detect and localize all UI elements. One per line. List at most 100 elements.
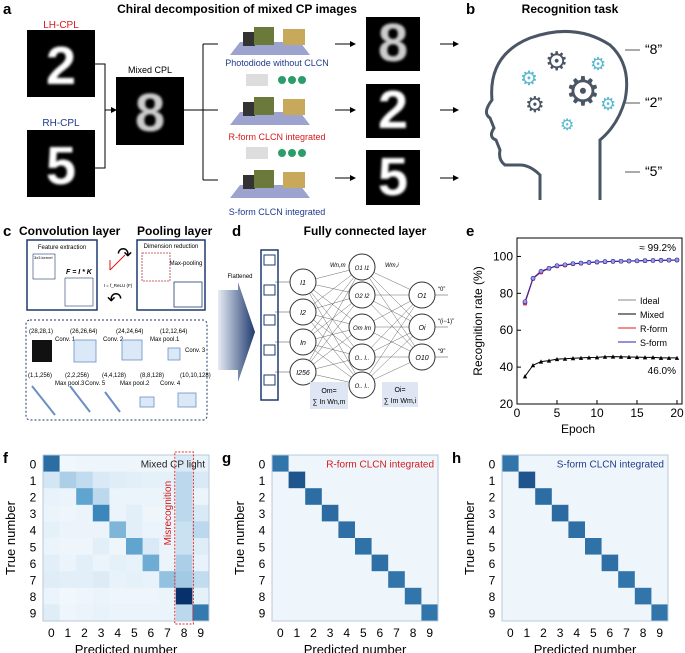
legend-label: Ideal (640, 296, 660, 306)
matrix-cell (159, 554, 177, 572)
data-point (626, 258, 632, 264)
matrix-cell (338, 604, 356, 622)
misrecognition-box (174, 451, 194, 625)
matrix-cell (585, 488, 602, 506)
matrix-cell (618, 488, 636, 506)
matrix-cell (388, 571, 406, 589)
panel-label: h (452, 450, 461, 467)
matrix-cell (321, 554, 339, 572)
matrix-cell (76, 554, 94, 572)
matrix-cell (634, 571, 652, 589)
matrix-cell (518, 471, 536, 489)
matrix-cell (43, 488, 60, 506)
col-tick-label: 4 (573, 626, 580, 640)
conv-title: Convolution layer (19, 224, 121, 238)
panel-c: c Convolution layer Pooling layer Featur… (3, 223, 213, 421)
row-tick-label: 9 (489, 607, 496, 621)
matrix-cell (321, 504, 339, 522)
x-axis-label: Epoch (561, 422, 595, 436)
matrix-cell (142, 504, 160, 522)
data-point (554, 356, 560, 362)
col-tick-label: 3 (557, 626, 564, 640)
data-point (666, 257, 672, 263)
matrix-cell (338, 521, 356, 539)
matrix-cell (321, 521, 339, 539)
matrix-cell (551, 587, 569, 605)
matrix-cell (421, 455, 439, 472)
data-point (642, 258, 648, 263)
mixed-digit: 8 (135, 83, 165, 143)
matrix-cell (568, 504, 586, 522)
row-tick-label: 1 (259, 474, 266, 488)
data-point (602, 354, 608, 359)
matrix-cell (421, 471, 439, 489)
row-tick-label: 6 (30, 557, 37, 571)
y-tick-label: 80 (500, 286, 514, 300)
matrix-cell (288, 488, 306, 506)
matrix-cell (551, 554, 569, 572)
data-point (674, 257, 680, 263)
matrix-cell (404, 504, 422, 522)
matrix-cell (92, 455, 110, 472)
flattened-unit (263, 344, 276, 356)
matrix-cell (568, 604, 586, 622)
matrix-cell (618, 538, 636, 555)
matrix-cell (355, 488, 372, 506)
matrix-cell (585, 604, 602, 622)
matrix-cell (43, 604, 60, 622)
matrix-cell (634, 554, 652, 572)
matrix-cell (126, 455, 143, 472)
matrix-cell (502, 571, 519, 589)
col-tick-label: 7 (164, 626, 171, 640)
matrix-cell (371, 587, 389, 605)
panel-label: b (466, 1, 475, 18)
data-point (634, 258, 640, 264)
shape-label: (24,24,64) (116, 329, 143, 335)
matrix-cell (585, 471, 602, 489)
matrix-cell (272, 471, 289, 489)
data-point (530, 363, 536, 368)
matrix-cell (601, 504, 619, 522)
connection (361, 326, 423, 386)
data-point (658, 355, 664, 360)
connection (361, 266, 423, 358)
col-tick-label: 6 (377, 626, 384, 640)
matrix-cell (126, 587, 143, 605)
matrix-cell (159, 488, 177, 506)
matrix-cell (159, 538, 177, 555)
panel-title: Chiral decomposition of mixed CP images (117, 2, 357, 16)
matrix-cell (288, 504, 306, 522)
svg-text:⚙: ⚙ (600, 94, 616, 114)
row-tick-label: 2 (30, 491, 37, 505)
matrix-cell (126, 554, 143, 572)
operation-label: Conv. 5 (85, 381, 106, 387)
neuron-label: O10 (415, 355, 428, 362)
matrix-cell (568, 554, 586, 572)
legend-label: R-form (640, 324, 668, 334)
matrix-cell (305, 471, 323, 489)
recognized-output-2: “2” (645, 94, 662, 110)
neuron-label: I2 (300, 310, 306, 317)
matrix-cell (92, 471, 110, 489)
matrix-cell (142, 554, 160, 572)
matrix-cell (142, 538, 160, 555)
col-tick-label: 0 (507, 626, 514, 640)
matrix-cell (371, 538, 389, 555)
data-point (586, 355, 592, 360)
matrix-cell (502, 488, 519, 506)
head-outline-icon (485, 29, 629, 200)
matrix-cell (404, 604, 422, 622)
cycle-arrow-icon: ↶ (107, 289, 122, 309)
y-tick-label: 60 (500, 323, 514, 337)
matrix-cell (109, 471, 127, 489)
matrix-cell (421, 587, 439, 605)
data-point (650, 258, 656, 263)
matrix-cell (272, 521, 289, 539)
row-tick-label: 2 (259, 491, 266, 505)
row-tick-label: 1 (489, 474, 496, 488)
panel-title: Recognition task (522, 2, 619, 16)
feature-map-block (73, 339, 97, 363)
matrix-cell (126, 538, 143, 555)
matrix-cell (92, 538, 110, 555)
matrix-cell (535, 571, 553, 589)
